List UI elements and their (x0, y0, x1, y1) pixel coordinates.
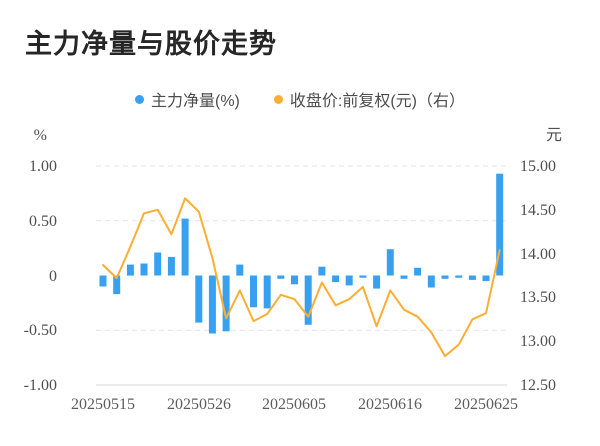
bar-20250603 (263, 275, 271, 309)
left-axis-tick-2: 0 (49, 268, 57, 285)
right-axis-tick-0: 15.00 (520, 158, 556, 175)
bar-20250609 (318, 266, 326, 276)
price-line (102, 197, 501, 358)
right-axis-tick-3: 13.50 (520, 289, 556, 306)
bar-20250527 (208, 275, 216, 334)
left-axis-unit-label: % (34, 127, 47, 144)
right-axis-tick-4: 13.00 (520, 333, 556, 350)
bar-20250529 (236, 264, 244, 276)
bar-20250611 (345, 275, 353, 286)
bar-20250626 (496, 173, 504, 276)
bar-20250606 (304, 275, 312, 325)
chart-title: 主力净量与股价走势 (25, 29, 277, 59)
legend-item-close-price[interactable]: 收盘价:前复权(元)（右） (273, 87, 465, 111)
bar-20250623 (455, 275, 463, 278)
x-axis-tick-0: 20250515 (71, 396, 135, 413)
bar-20250604 (277, 275, 285, 279)
gridlines (96, 165, 507, 386)
bar-20250516 (113, 275, 121, 295)
x-axis-tick-1: 20250526 (167, 396, 231, 413)
right-axis-unit-label: 元 (546, 127, 562, 144)
bar-20250522 (167, 256, 175, 276)
bar-20250520 (140, 263, 148, 276)
legend-label-main-net-volume: 主力净量(%) (151, 93, 240, 110)
bar-20250625 (482, 275, 490, 281)
bar-series (99, 173, 504, 334)
bar-20250521 (154, 252, 162, 276)
bar-20250519 (126, 264, 134, 276)
line-series (102, 197, 501, 358)
legend: 主力净量(%) 收盘价:前复权(元)（右） (0, 87, 600, 111)
bar-20250528 (222, 275, 230, 332)
legend-item-main-net-volume[interactable]: 主力净量(%) (135, 87, 240, 111)
bar-20250610 (332, 275, 340, 283)
bar-20250620 (441, 275, 449, 279)
x-axis-tick-3: 20250616 (358, 396, 422, 413)
legend-label-close-price: 收盘价:前复权(元)（右） (289, 93, 465, 110)
bar-20250526 (195, 275, 203, 323)
left-axis-tick-0: 1.00 (29, 158, 57, 175)
bar-20250624 (468, 275, 476, 280)
right-axis-tick-1: 14.50 (520, 202, 556, 219)
bar-20250530 (250, 275, 257, 308)
bar-20250617 (400, 275, 408, 279)
bar-20250515 (99, 275, 107, 287)
bar-20250619 (427, 275, 435, 288)
right-axis-tick-5: 12.50 (520, 377, 556, 394)
bar-20250605 (291, 275, 298, 285)
x-axis-tick-4: 20250625 (454, 396, 518, 413)
left-axis-tick-3: -0.50 (24, 322, 57, 339)
bar-20250616 (386, 249, 394, 276)
bar-20250612 (359, 275, 367, 278)
bar-20250618 (414, 267, 422, 276)
bar-20250523 (181, 218, 189, 276)
right-axis-tick-2: 14.00 (520, 246, 556, 263)
bar-20250613 (373, 275, 381, 289)
left-axis-tick-4: -1.00 (24, 377, 57, 394)
legend-circle-icon-blue (135, 94, 144, 104)
left-axis-tick-1: 0.50 (29, 213, 57, 230)
x-axis-tick-2: 20250605 (262, 396, 326, 413)
legend-circle-icon-yellow (273, 94, 283, 104)
